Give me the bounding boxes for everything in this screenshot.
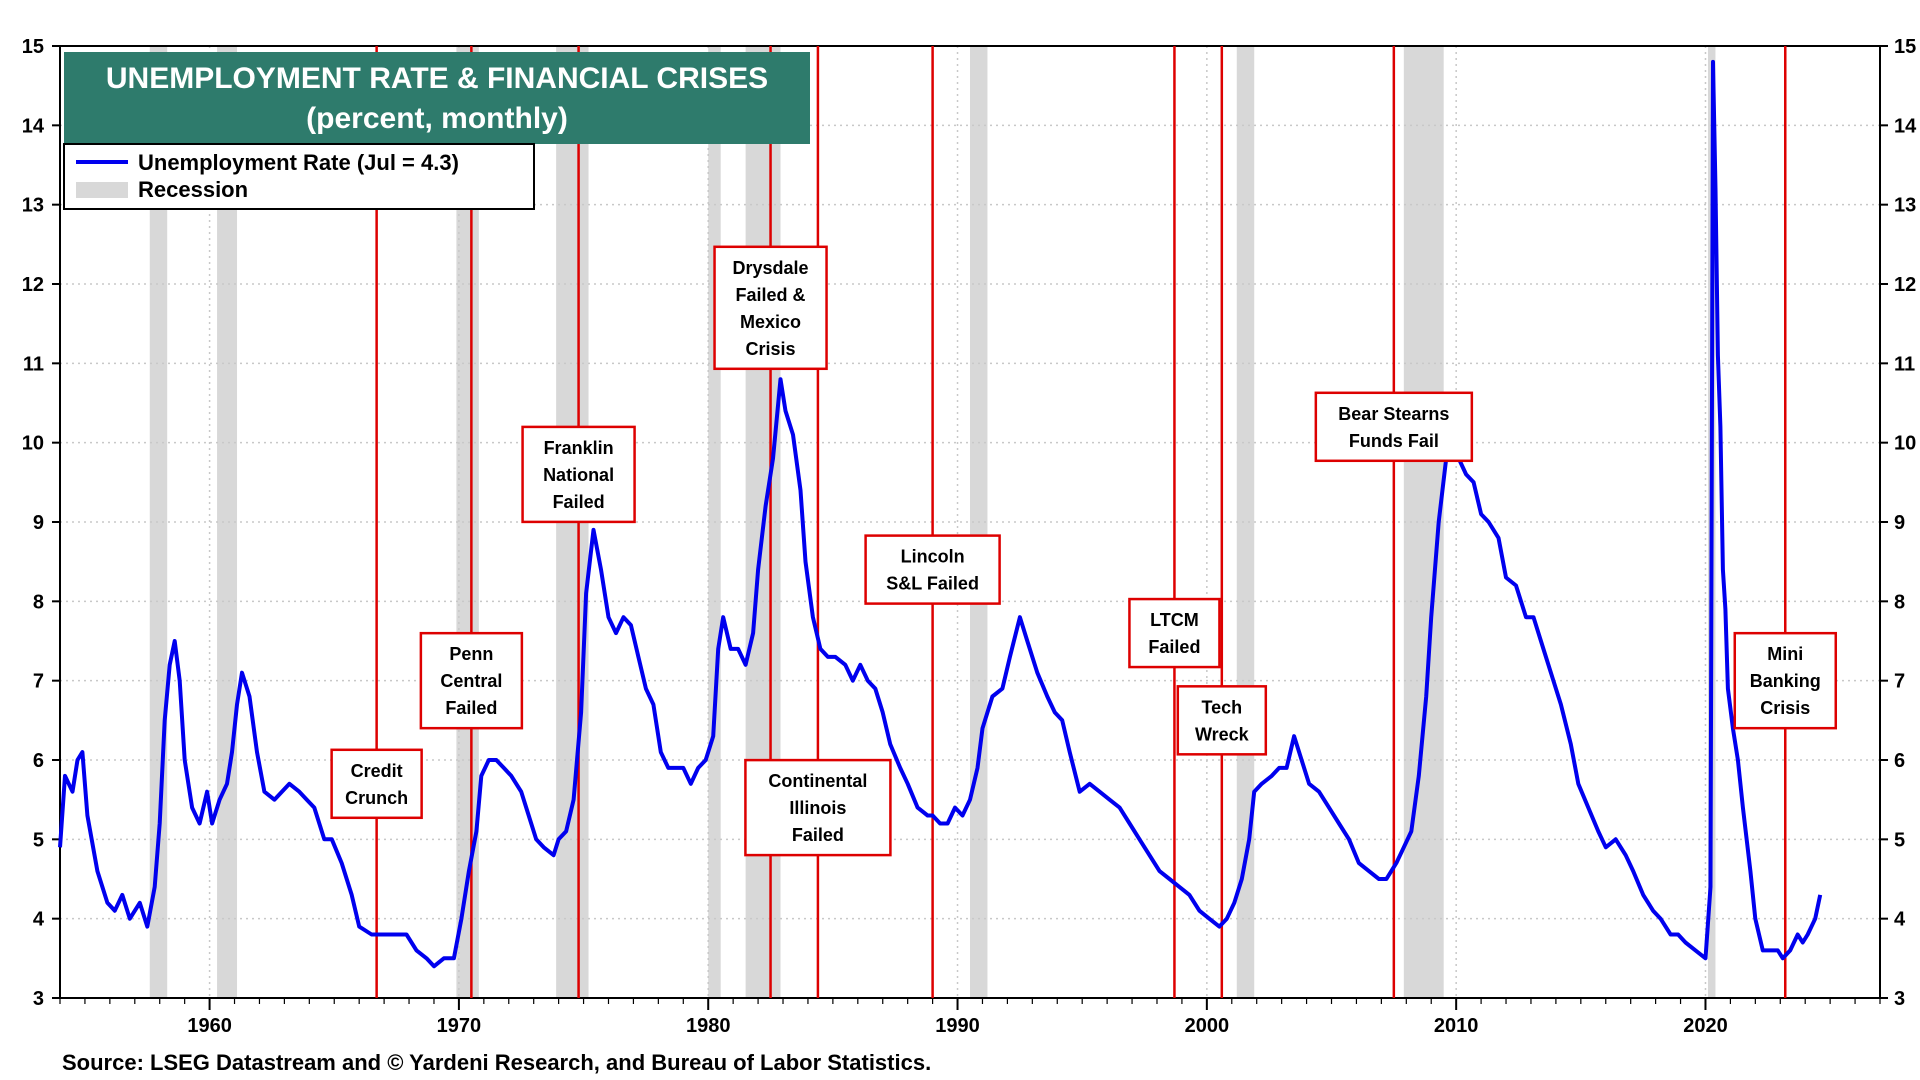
source-note: Source: LSEG Datastream and © Yardeni Re… — [62, 1050, 931, 1075]
x-tick-label: 1960 — [187, 1015, 232, 1037]
event-label: Failed — [1148, 637, 1200, 657]
y-tick-label-right: 4 — [1894, 909, 1906, 931]
event-box-layer: Credit Crunch Penn Central Failed Franklin Nat… — [330, 245, 1838, 857]
event-box — [864, 534, 1001, 605]
event-box — [1128, 597, 1221, 669]
event-annotation: Bear Stearns Funds Fail — [1314, 391, 1474, 463]
event-label: Bear Stearns — [1338, 404, 1449, 424]
event-annotation: Mini Banking Crisis — [1733, 631, 1838, 730]
event-label: Failed & — [736, 285, 806, 305]
event-label: Credit — [351, 761, 403, 781]
event-annotation: Tech Wreck — [1176, 685, 1268, 756]
title-block: UNEMPLOYMENT RATE & FINANCIAL CRISES (pe… — [64, 52, 810, 144]
event-label: Mini — [1767, 644, 1803, 664]
legend-box — [63, 143, 535, 210]
event-box — [713, 245, 828, 371]
axis-layer: 3 3 4 4 5 5 6 6 7 7 8 8 9 9 10 10 11 11 12 12 13 13 14 14 15 15 19… — [22, 36, 1917, 1037]
event-label: Crisis — [1760, 698, 1810, 718]
y-tick-label-left: 7 — [33, 671, 44, 693]
event-label: Illinois — [789, 798, 846, 818]
grid-layer — [60, 46, 1880, 998]
event-annotation: LTCM Failed — [1128, 597, 1221, 669]
x-tick-label: 1970 — [437, 1015, 482, 1037]
y-tick-label-left: 11 — [23, 353, 44, 375]
y-tick-label-right: 14 — [1894, 115, 1917, 137]
y-tick-label-right: 13 — [1894, 195, 1916, 217]
y-tick-label-left: 10 — [22, 433, 44, 455]
event-label: Crunch — [345, 788, 408, 808]
event-box — [521, 425, 636, 524]
y-tick-label-right: 11 — [1894, 353, 1915, 375]
x-tick-label: 1980 — [686, 1015, 731, 1037]
event-label: National — [543, 465, 614, 485]
title-background — [64, 52, 810, 144]
event-label: Failed — [553, 492, 605, 512]
y-tick-label-right: 7 — [1894, 671, 1905, 693]
event-label: Failed — [445, 698, 497, 718]
event-label: LTCM — [1150, 610, 1199, 630]
series-line-unemployment — [58, 59, 1823, 969]
event-label: Penn — [449, 644, 493, 664]
chart-title: UNEMPLOYMENT RATE & FINANCIAL CRISES — [106, 62, 768, 95]
event-annotation: Lincoln S&L Failed — [864, 534, 1001, 605]
y-tick-label-left: 3 — [33, 988, 44, 1010]
y-tick-label-right: 8 — [1894, 591, 1905, 613]
y-tick-label-right: 3 — [1894, 988, 1905, 1010]
x-tick-label: 1990 — [935, 1015, 980, 1037]
event-label: Failed — [792, 825, 844, 845]
event-box — [419, 631, 524, 730]
series-layer — [58, 59, 1823, 969]
y-tick-label-left: 14 — [22, 115, 45, 137]
legend-recession-swatch — [76, 182, 128, 198]
event-label: Continental — [768, 771, 867, 791]
event-label: Central — [440, 671, 502, 691]
y-tick-label-left: 13 — [22, 195, 44, 217]
y-tick-label-right: 15 — [1894, 36, 1916, 58]
event-annotation: Continental Illinois Failed — [744, 758, 892, 857]
y-tick-label-left: 4 — [33, 909, 45, 931]
event-label: Drysdale — [733, 258, 809, 278]
y-tick-label-right: 5 — [1894, 829, 1905, 851]
event-box — [1733, 631, 1838, 730]
event-box — [1314, 391, 1474, 463]
y-tick-label-left: 15 — [22, 36, 44, 58]
event-annotation: Franklin National Failed — [521, 425, 636, 524]
event-annotation: Drysdale Failed & Mexico Crisis — [713, 245, 828, 371]
event-label: Mexico — [740, 312, 801, 332]
y-tick-label-left: 9 — [33, 512, 44, 534]
y-tick-label-right: 12 — [1894, 274, 1916, 296]
event-box — [744, 758, 892, 857]
event-label: Franklin — [544, 438, 614, 458]
y-tick-label-left: 6 — [33, 750, 44, 772]
event-label: Wreck — [1195, 724, 1250, 744]
event-box — [1176, 685, 1268, 756]
x-tick-label: 2020 — [1683, 1015, 1728, 1037]
event-annotation: Penn Central Failed — [419, 631, 524, 730]
event-annotation: Credit Crunch — [330, 748, 423, 820]
y-tick-label-right: 10 — [1894, 433, 1916, 455]
legend: Unemployment Rate (Jul = 4.3) Recession — [63, 143, 535, 210]
y-tick-label-left: 8 — [33, 591, 44, 613]
x-tick-label: 2010 — [1434, 1015, 1479, 1037]
y-tick-label-right: 9 — [1894, 512, 1905, 534]
y-tick-label-left: 5 — [33, 829, 44, 851]
legend-recession-label: Recession — [138, 177, 248, 202]
event-label: Tech — [1201, 697, 1242, 717]
event-label: S&L Failed — [886, 574, 979, 594]
event-label: Banking — [1750, 671, 1821, 691]
chart-subtitle: (percent, monthly) — [306, 102, 568, 135]
y-tick-label-left: 12 — [22, 274, 44, 296]
x-tick-label: 2000 — [1185, 1015, 1230, 1037]
y-tick-label-right: 6 — [1894, 750, 1905, 772]
event-label: Lincoln — [901, 547, 965, 567]
legend-series-label: Unemployment Rate (Jul = 4.3) — [138, 150, 459, 175]
event-label: Crisis — [746, 339, 796, 359]
event-box — [330, 748, 423, 820]
event-label: Funds Fail — [1349, 431, 1439, 451]
